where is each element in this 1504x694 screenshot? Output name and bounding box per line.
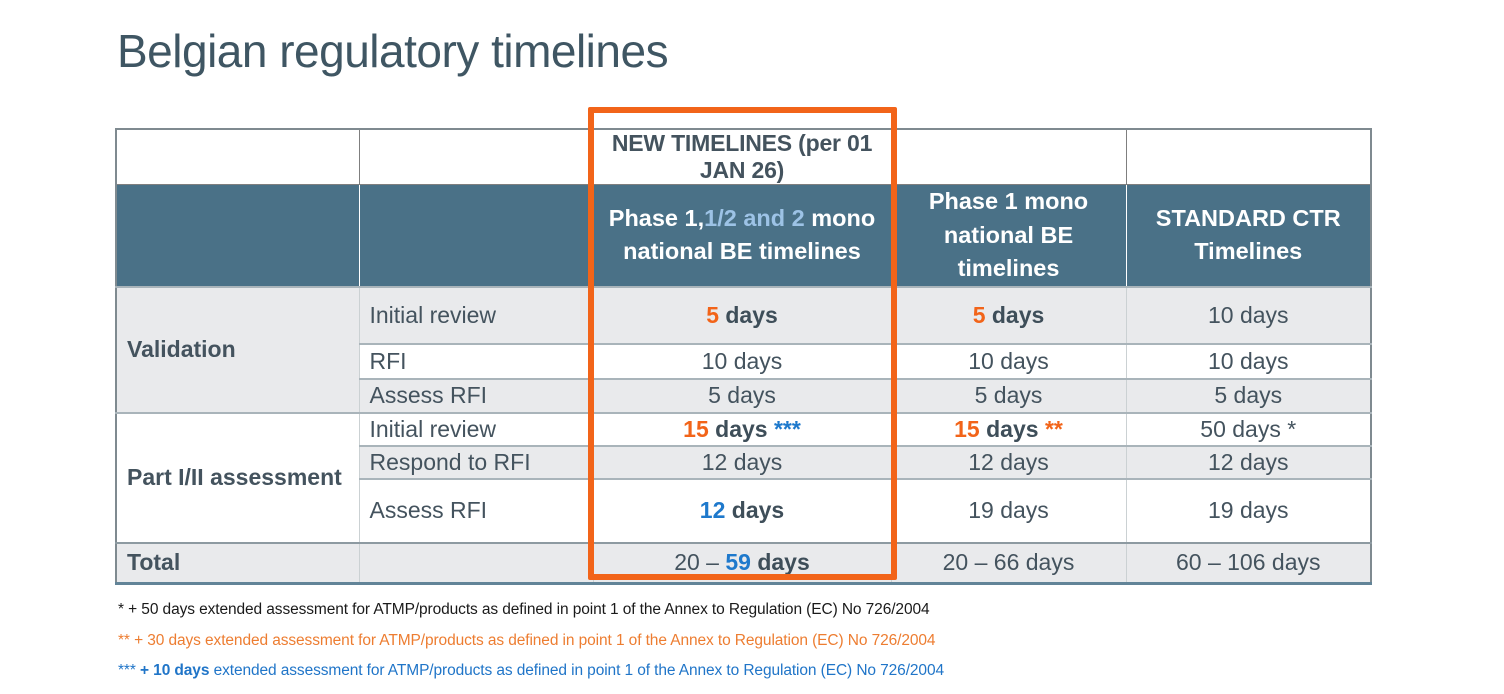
cell-new-timeline: 10 days bbox=[592, 342, 891, 379]
row-group-total: Total bbox=[115, 541, 359, 584]
step-label: Assess RFI bbox=[358, 477, 593, 543]
step-label: Respond to RFI bbox=[358, 444, 593, 479]
col-header-standard-ctr: STANDARD CTR Timelines bbox=[1125, 184, 1371, 287]
total-unit: days bbox=[750, 549, 810, 576]
step-label: Assess RFI bbox=[358, 377, 593, 413]
header-row: Phase 1,1/2 and 2 mono national BE timel… bbox=[116, 184, 1371, 287]
table-row: Assess RFI 12 days 19 days 19 days bbox=[116, 477, 1371, 543]
table-row: Validation Initial review 5 days 5 days … bbox=[115, 285, 1371, 413]
table-row: RFI 10 days 10 days 10 days bbox=[116, 342, 1371, 379]
table-row: Part I/II assessment Initial review 15 d… bbox=[115, 411, 1371, 543]
banner-empty-cell bbox=[1125, 128, 1372, 185]
header-highlight-text: 1/2 and 2 bbox=[704, 204, 805, 231]
cell-total-phase1: 20 – 66 days bbox=[890, 541, 1126, 584]
banner-empty-cell bbox=[115, 128, 360, 185]
value-unit: days bbox=[708, 415, 774, 442]
row-group-part-i-ii-assessment: Part I/II assessment bbox=[115, 411, 359, 543]
timelines-table: NEW TIMELINES (per 01 JAN 26) Phase 1,1/… bbox=[115, 128, 1372, 585]
cell-phase1-timeline: 5 days bbox=[890, 285, 1126, 344]
step-label: RFI bbox=[358, 342, 593, 379]
cell-standard-timeline: 10 days bbox=[1125, 342, 1371, 379]
footnote-3-marker: *** bbox=[118, 662, 141, 679]
header-text: Phase 1, bbox=[608, 204, 705, 231]
cell-phase1-timeline: 10 days bbox=[890, 342, 1126, 379]
value-asterisks: *** bbox=[773, 415, 801, 442]
cell-new-timeline: 15 days *** bbox=[592, 411, 891, 446]
cell-total-new: 20 – 59 days bbox=[592, 541, 891, 584]
cell-total-standard: 60 – 106 days bbox=[1125, 541, 1371, 584]
header-empty-cell bbox=[116, 184, 359, 287]
cell-new-timeline: 5 days bbox=[592, 377, 891, 413]
cell-new-timeline: 12 days bbox=[592, 477, 891, 543]
value-unit: days bbox=[725, 497, 785, 523]
footnote-3-bold: + 10 days bbox=[140, 662, 210, 679]
total-number: 59 bbox=[725, 549, 751, 576]
new-timelines-banner: NEW TIMELINES (per 01 JAN 26) bbox=[592, 128, 892, 185]
cell-phase1-timeline: 19 days bbox=[890, 477, 1126, 543]
col-header-phase1-mono: Phase 1 mono national BE timelines bbox=[890, 184, 1126, 287]
row-group-validation: Validation bbox=[115, 285, 359, 413]
cell-phase1-timeline: 15 days ** bbox=[890, 411, 1126, 446]
cell-standard-timeline: 19 days bbox=[1125, 477, 1371, 543]
col-header-new-timelines: Phase 1,1/2 and 2 mono national BE timel… bbox=[592, 184, 891, 287]
value-number: 12 bbox=[699, 497, 726, 523]
footnote-2: ** + 30 days extended assessment for ATM… bbox=[118, 632, 936, 649]
total-range-start: 20 – bbox=[674, 549, 726, 576]
total-row: Total 20 – 59 days 20 – 66 days 60 – 106… bbox=[115, 541, 1371, 584]
banner-row: NEW TIMELINES (per 01 JAN 26) bbox=[115, 128, 1372, 185]
total-empty-cell bbox=[358, 541, 593, 584]
value-asterisks: ** bbox=[1044, 415, 1063, 442]
header-empty-cell bbox=[358, 184, 593, 287]
cell-phase1-timeline: 12 days bbox=[890, 444, 1126, 479]
value-number: 5 bbox=[706, 301, 719, 328]
footnote-1: * + 50 days extended assessment for ATMP… bbox=[118, 601, 930, 618]
value-number: 15 bbox=[683, 415, 709, 442]
table-row: Respond to RFI 12 days 12 days 12 days bbox=[116, 444, 1371, 479]
cell-standard-timeline: 50 days * bbox=[1125, 411, 1371, 446]
footnote-3: *** + 10 days extended assessment for AT… bbox=[118, 662, 944, 680]
value-unit: days bbox=[985, 301, 1045, 328]
header-text: mono national BE timelines bbox=[623, 204, 876, 265]
page-title: Belgian regulatory timelines bbox=[117, 25, 669, 77]
step-label: Initial review bbox=[358, 411, 593, 446]
table-row: Assess RFI 5 days 5 days 5 days bbox=[116, 377, 1371, 413]
banner-empty-cell bbox=[358, 128, 594, 185]
banner-empty-cell bbox=[890, 128, 1127, 185]
value-number: 5 bbox=[972, 301, 986, 328]
cell-standard-timeline: 5 days bbox=[1125, 377, 1371, 413]
cell-standard-timeline: 12 days bbox=[1125, 444, 1371, 479]
value-unit: days bbox=[979, 415, 1045, 442]
cell-new-timeline: 5 days bbox=[592, 285, 891, 344]
step-label: Initial review bbox=[358, 285, 593, 344]
value-number: 15 bbox=[954, 415, 980, 442]
value-unit: days bbox=[718, 301, 778, 328]
cell-new-timeline: 12 days bbox=[592, 444, 891, 479]
cell-standard-timeline: 10 days bbox=[1125, 285, 1371, 344]
footnote-3-rest: extended assessment for ATMP/products as… bbox=[209, 662, 945, 679]
cell-phase1-timeline: 5 days bbox=[890, 377, 1126, 413]
